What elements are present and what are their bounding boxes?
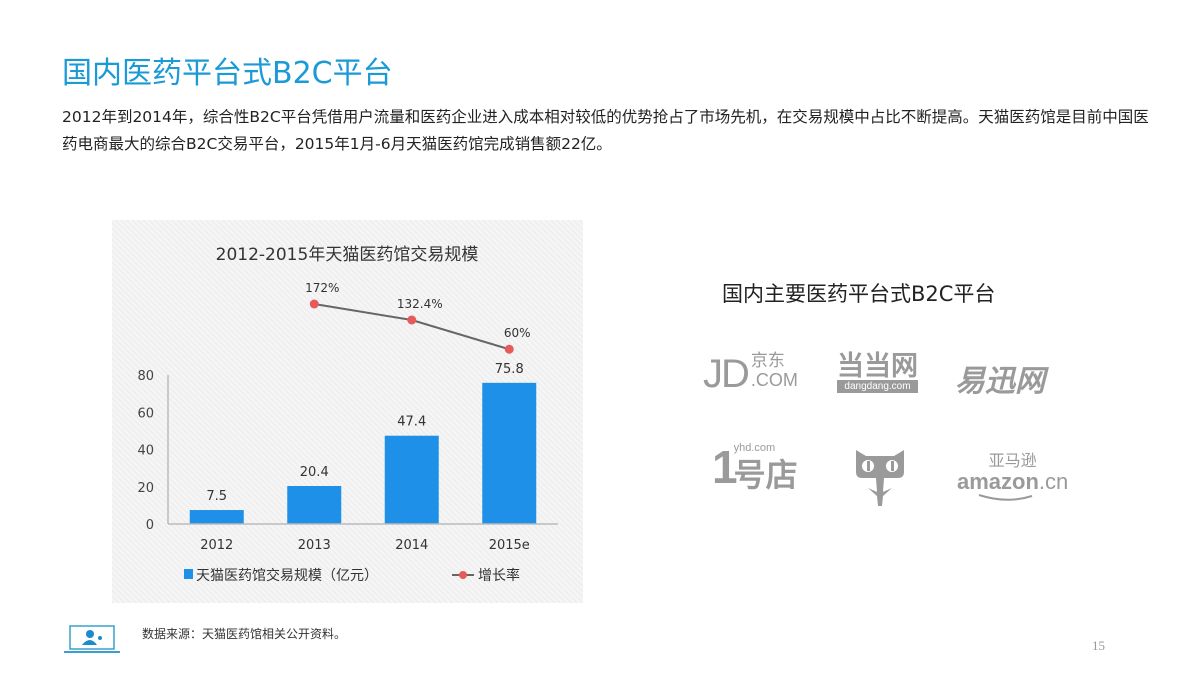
- x-tick-label: 2015e: [489, 538, 530, 553]
- growth-data-label: 60%: [504, 326, 531, 340]
- x-tick-label: 2012: [200, 538, 233, 553]
- growth-data-label: 132.4%: [397, 297, 443, 311]
- growth-point: [504, 344, 514, 354]
- logo-tmall: [852, 446, 908, 512]
- platforms-title: 国内主要医药平台式B2C平台: [722, 282, 996, 306]
- x-tick-label: 2013: [298, 538, 331, 553]
- bar-data-label: 75.8: [495, 362, 524, 377]
- logo-amazon: 亚马逊 amazon.cn: [957, 454, 1068, 502]
- legend-line-label: 增长率: [478, 567, 520, 584]
- legend-line-marker: [459, 571, 467, 579]
- bar: [482, 382, 537, 524]
- legend-bar-label: 天猫医药馆交易规模（亿元）: [196, 567, 378, 584]
- growth-data-label: 172%: [305, 281, 339, 295]
- bar-line-chart: 2012-2015年天猫医药馆交易规模 0 20 40 60 80 7.5 2012 20.4 2…: [137, 245, 558, 584]
- bar: [384, 435, 439, 524]
- bar-data-label: 20.4: [300, 465, 329, 480]
- growth-point: [309, 299, 319, 309]
- page-title: 国内医药平台式B2C平台: [62, 56, 393, 91]
- logo-yhd: 1yhd.com 号店: [712, 441, 798, 493]
- bar-data-label: 47.4: [397, 415, 426, 430]
- chart-panel: 2012-2015年天猫医药馆交易规模 0 20 40 60 80 7.5 2012 20.4 2…: [112, 220, 583, 603]
- x-tick-label: 2014: [395, 538, 428, 553]
- y-tick-label: 60: [137, 406, 154, 421]
- intro-paragraph: 2012年到2014年，综合性B2C平台凭借用户流量和医药企业进入成本相对较低的…: [62, 108, 1149, 153]
- growth-point: [407, 315, 417, 325]
- logo-jd: JD 京东 .COM: [703, 351, 798, 397]
- y-tick-label: 0: [146, 518, 154, 533]
- y-tick-label: 40: [137, 444, 154, 459]
- bar-data-label: 7.5: [206, 489, 227, 504]
- y-tick-label: 80: [137, 369, 154, 384]
- y-tick-label: 20: [137, 481, 154, 496]
- legend-bar-swatch: [184, 569, 193, 579]
- data-source: 数据来源：天猫医药馆相关公开资料。: [142, 627, 347, 641]
- logo-dangdang: 当当网 dangdang.com: [837, 351, 918, 393]
- chart-title: 2012-2015年天猫医药馆交易规模: [216, 245, 479, 265]
- bar: [189, 510, 244, 524]
- bar: [287, 486, 342, 524]
- presenter-icon: [64, 625, 120, 659]
- page-number: 15: [1092, 638, 1105, 653]
- logo-yixun: 易迅网: [955, 365, 1045, 398]
